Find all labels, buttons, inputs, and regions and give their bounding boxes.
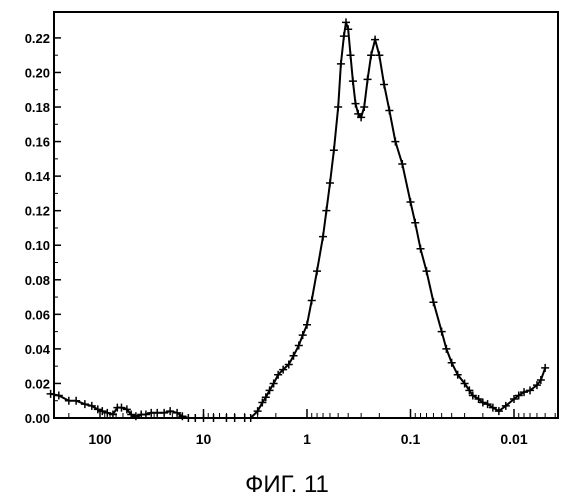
data-point [191,414,199,422]
data-point [448,359,456,367]
data-point [541,364,549,372]
y-tick-label: 0.22 [25,31,50,46]
data-point [349,77,357,85]
y-tick-label: 0.08 [25,273,50,288]
data-point [375,51,383,59]
data-point [385,106,393,114]
y-tick-label: 0.18 [25,100,50,115]
data-point [295,341,303,349]
data-point [346,51,354,59]
data-point [391,138,399,146]
data-point [303,321,311,329]
data-point [380,81,388,89]
data-point [407,198,415,206]
data-point [313,267,321,275]
x-tick-label: 0.1 [401,431,421,447]
y-tick-label: 0.00 [25,411,50,426]
data-point [319,233,327,241]
data-point [308,297,316,305]
data-point [55,392,63,400]
data-point [429,298,437,306]
data-point [398,160,406,168]
data-point [184,414,192,422]
x-tick-label: 10 [196,431,212,447]
data-point [166,407,174,415]
data-point [417,245,425,253]
data-point [438,328,446,336]
data-point [299,331,307,339]
figure-caption: ФИГ. 11 [245,471,329,498]
x-tick-label: 1 [303,431,311,447]
data-point [351,100,359,108]
y-tick-label: 0.10 [25,238,50,253]
data-point [290,352,298,360]
data-point [132,412,140,420]
data-point [270,379,278,387]
data-point [326,179,334,187]
x-tick-label: 100 [88,431,112,447]
y-tick-label: 0.16 [25,135,50,150]
data-point [337,60,345,68]
plot-frame [54,12,558,418]
y-tick-label: 0.20 [25,65,50,80]
x-tick-labels: 100 10 1 0.1 0.01 [88,431,528,447]
data-point [367,51,375,59]
data-point [371,36,379,44]
data-point [231,414,239,422]
data-point [117,404,125,412]
data-point [222,414,230,422]
y-tick-label: 0.04 [25,342,51,357]
data-point [322,207,330,215]
data-point [200,414,208,422]
data-point [210,414,218,422]
y-tick-labels: 0.00 0.02 0.04 0.06 0.08 0.10 0.12 0.14 0.16 0.18… [25,31,51,426]
y-tick-label: 0.12 [25,204,50,219]
data-point [160,409,168,417]
y-tick-marks [54,38,61,418]
data-point [411,219,419,227]
data-point [334,103,342,111]
series-markers [47,18,550,422]
data-point [72,397,80,405]
y-tick-label: 0.14 [25,169,51,184]
data-point [423,267,431,275]
data-point [364,75,372,83]
y-tick-label: 0.02 [25,376,50,391]
data-point [342,18,350,26]
series-line [51,22,546,418]
data-point [65,397,73,405]
data-point [340,32,348,40]
data-point [81,400,89,408]
data-point [330,146,338,154]
data-point [360,103,368,111]
x-tick-label: 0.01 [500,431,527,447]
data-point [442,345,450,353]
y-tick-label: 0.06 [25,307,50,322]
